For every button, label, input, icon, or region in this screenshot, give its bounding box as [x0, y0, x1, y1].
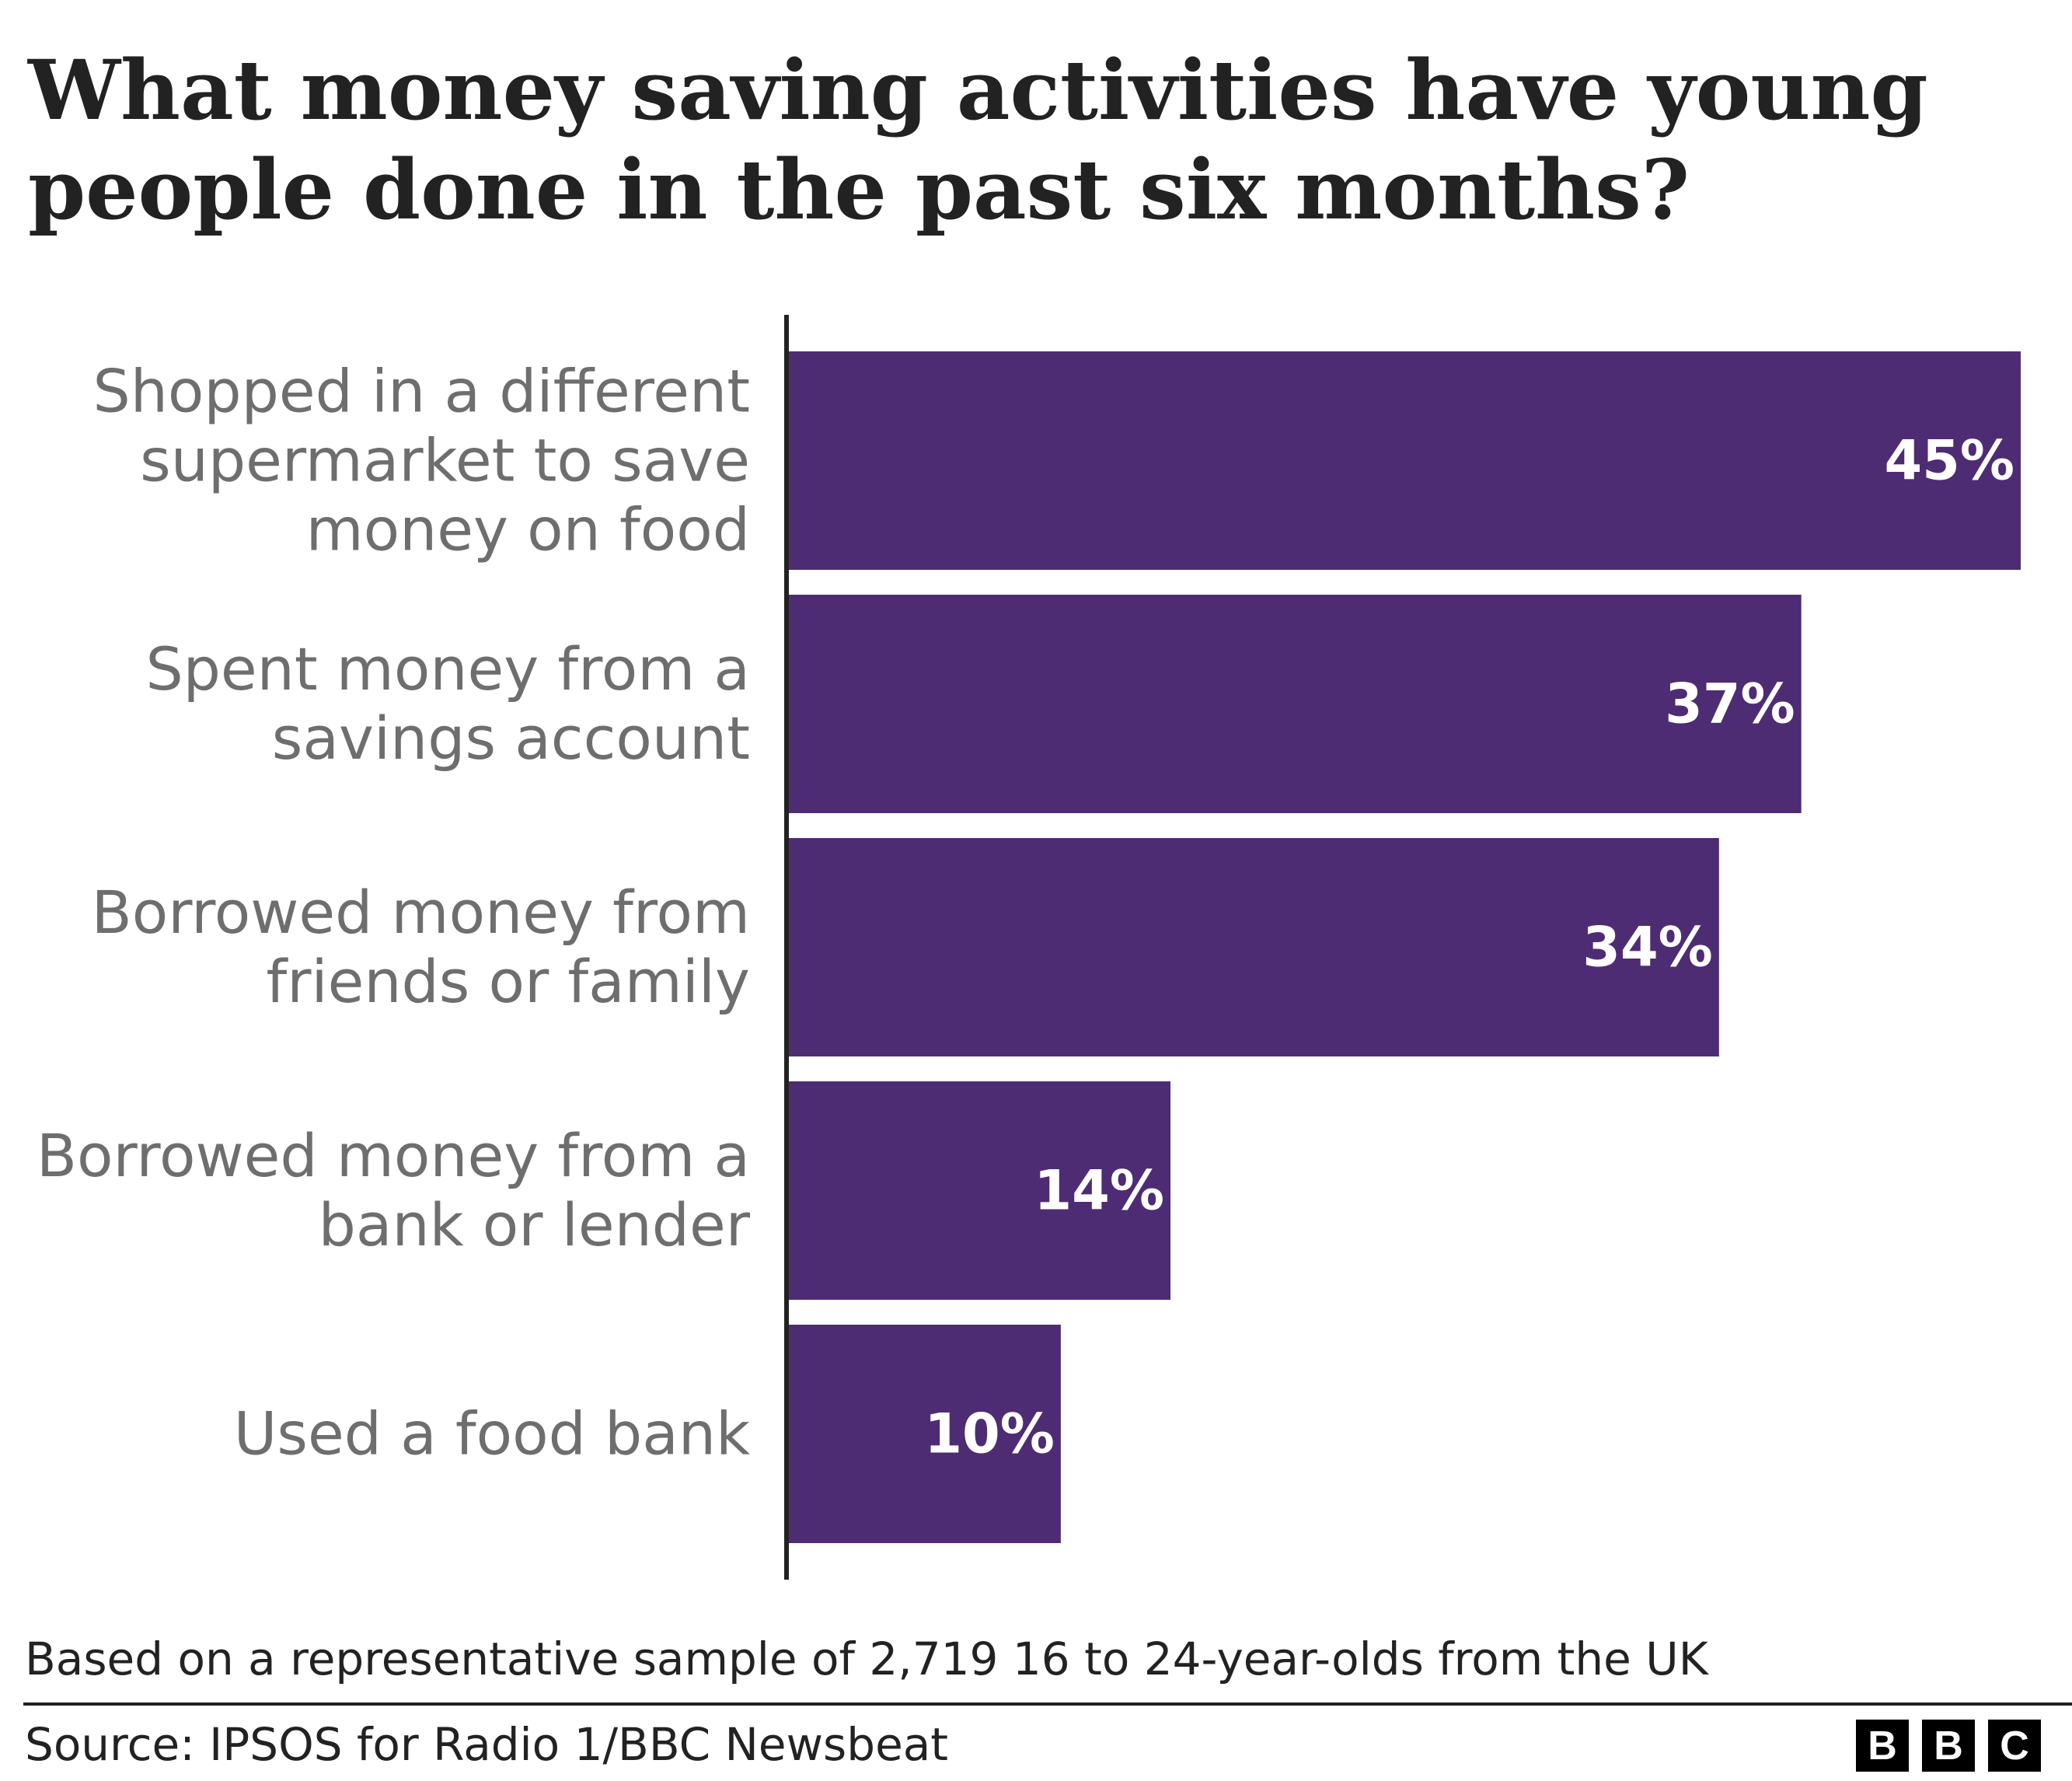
source-note: Source: IPSOS for Radio 1/BBC Newsbeat	[25, 1718, 949, 1771]
bar	[787, 838, 1719, 1056]
bar	[787, 351, 2021, 570]
category-label: savings account	[272, 704, 750, 773]
category-label: supermarket to save	[140, 426, 750, 495]
footnote: Based on a representative sample of 2,71…	[25, 1633, 1708, 1685]
category-label: Spent money from a	[145, 634, 750, 704]
category-label: bank or lender	[319, 1190, 751, 1259]
bar	[787, 1081, 1171, 1300]
chart-title: What money saving activities have young …	[28, 41, 1928, 238]
data-label: 45%	[1884, 429, 2014, 493]
data-label: 14%	[1034, 1159, 1164, 1223]
data-label: 37%	[1665, 672, 1795, 736]
data-label: 10%	[924, 1402, 1055, 1466]
category-label: Used a food bank	[234, 1399, 750, 1468]
bbc-logo: B B C	[1856, 1720, 2041, 1772]
logo-letter: C	[1988, 1720, 2041, 1772]
logo-letter: B	[1856, 1720, 1909, 1772]
bar	[787, 1325, 1061, 1543]
category-label: Borrowed money from	[92, 878, 750, 947]
category-label: Borrowed money from a	[37, 1121, 750, 1190]
category-label: money on food	[306, 495, 750, 564]
category-label: Shopped in a different	[93, 357, 751, 426]
data-label: 34%	[1582, 916, 1713, 980]
logo-letter: B	[1922, 1720, 1975, 1772]
divider	[23, 1702, 2072, 1706]
bar	[787, 595, 1802, 813]
category-label: friends or family	[266, 947, 750, 1016]
